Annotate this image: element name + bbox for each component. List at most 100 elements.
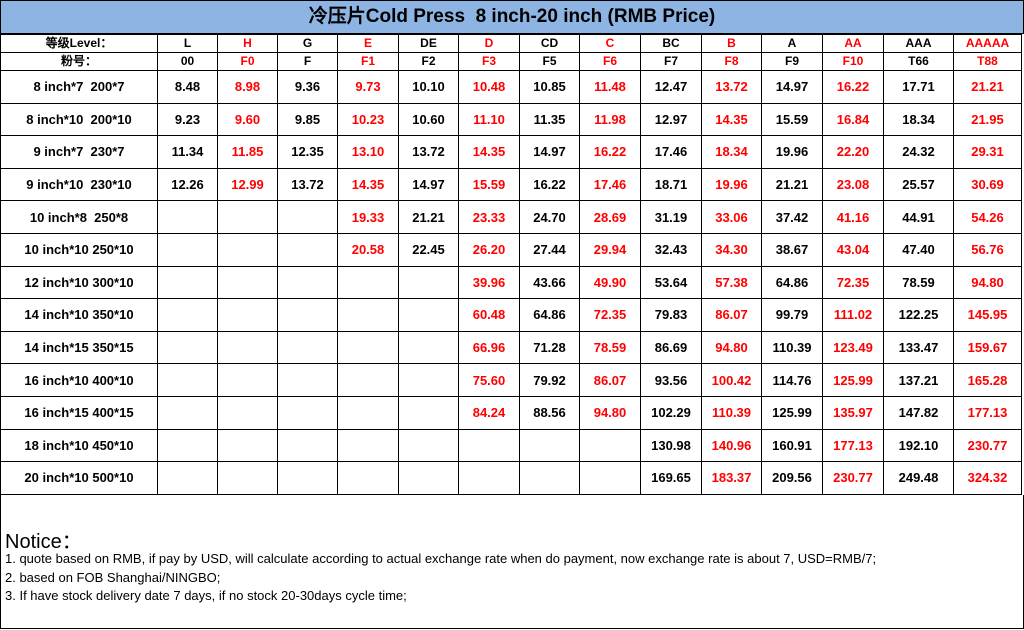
price: 102.29	[640, 395, 702, 430]
empty-cell	[337, 428, 399, 463]
price: 14.97	[761, 70, 823, 104]
price: 17.71	[883, 70, 954, 104]
empty-cell	[277, 200, 338, 234]
price: 43.66	[519, 265, 580, 300]
empty-cell	[157, 200, 218, 234]
level: L	[157, 34, 218, 53]
empty-cell	[217, 265, 278, 300]
price: 133.47	[883, 330, 954, 365]
price: 86.07	[701, 298, 762, 332]
price: 16.84	[822, 102, 884, 137]
price: 13.72	[701, 70, 762, 104]
price-row: 14 inch*10 350*10 60.48 64.86 72.35 79.83 86.…	[0, 298, 1022, 332]
price: 23.08	[822, 167, 884, 202]
empty-cell	[458, 428, 520, 463]
price: 110.39	[761, 330, 823, 365]
price: 18.34	[701, 135, 762, 169]
price: 12.99	[217, 167, 278, 202]
empty-cell	[337, 330, 399, 365]
price: 43.04	[822, 232, 884, 267]
price: 12.47	[640, 70, 702, 104]
price: 110.39	[701, 395, 762, 430]
size: 18 inch*10 450*10	[0, 428, 158, 463]
empty-cell	[217, 298, 278, 332]
price-row: 14 inch*15 350*15 66.96 71.28 78.59 86.69 94.…	[0, 330, 1022, 365]
price-row: 8 inch*7 200*7 8.48 8.98 9.36 9.73 10.10 10.48…	[0, 70, 1022, 104]
powder: F5	[519, 52, 580, 71]
price: 165.28	[953, 363, 1022, 397]
empty-cell	[398, 363, 459, 397]
empty-cell	[337, 265, 399, 300]
price: 15.59	[761, 102, 823, 137]
price: 19.96	[761, 135, 823, 169]
price: 12.26	[157, 167, 218, 202]
price: 27.44	[519, 232, 580, 267]
price: 71.28	[519, 330, 580, 365]
price: 230.77	[822, 461, 884, 495]
price: 14.97	[398, 167, 459, 202]
empty-cell	[157, 395, 218, 430]
notice-line: 1. quote based on RMB, if pay by USD, wi…	[5, 551, 877, 566]
price: 324.32	[953, 461, 1022, 495]
price: 29.31	[953, 135, 1022, 169]
price-row: 12 inch*10 300*10 39.96 43.66 49.90 53.64 57.…	[0, 265, 1022, 300]
header-row: 粉号： 00 F0 F F1 F2 F3 F5 F6 F7 F8 F9 F10 T66 T88	[0, 52, 1022, 71]
price: 9.85	[277, 102, 338, 137]
price: 122.25	[883, 298, 954, 332]
price: 84.24	[458, 395, 520, 430]
price: 38.67	[761, 232, 823, 267]
price: 75.60	[458, 363, 520, 397]
level: H	[217, 34, 278, 53]
price: 21.21	[953, 70, 1022, 104]
empty-cell	[398, 298, 459, 332]
powder-label: 粉号：	[0, 52, 158, 71]
price: 14.35	[701, 102, 762, 137]
price: 21.95	[953, 102, 1022, 137]
empty-cell	[398, 330, 459, 365]
price: 56.76	[953, 232, 1022, 267]
price: 26.20	[458, 232, 520, 267]
powder: F3	[458, 52, 520, 71]
size: 9 inch*7 230*7	[0, 135, 158, 169]
powder: F1	[337, 52, 399, 71]
price-row: 8 inch*10 200*10 9.23 9.60 9.85 10.23 10.60 11…	[0, 102, 1022, 137]
price: 9.23	[157, 102, 218, 137]
price: 135.97	[822, 395, 884, 430]
price: 93.56	[640, 363, 702, 397]
powder: F8	[701, 52, 762, 71]
empty-cell	[157, 265, 218, 300]
powder: F	[277, 52, 338, 71]
price: 183.37	[701, 461, 762, 495]
price: 29.94	[579, 232, 641, 267]
price: 64.86	[519, 298, 580, 332]
price: 160.91	[761, 428, 823, 463]
empty-cell	[217, 395, 278, 430]
powder: T66	[883, 52, 954, 71]
price: 8.48	[157, 70, 218, 104]
price: 13.72	[277, 167, 338, 202]
empty-cell	[157, 428, 218, 463]
price: 99.79	[761, 298, 823, 332]
empty-cell	[519, 428, 580, 463]
price: 15.59	[458, 167, 520, 202]
price: 123.49	[822, 330, 884, 365]
empty-cell	[458, 461, 520, 495]
price: 125.99	[761, 395, 823, 430]
price: 57.38	[701, 265, 762, 300]
level: AAA	[883, 34, 954, 53]
size: 20 inch*10 500*10	[0, 461, 158, 495]
price: 24.70	[519, 200, 580, 234]
price: 114.76	[761, 363, 823, 397]
price: 39.96	[458, 265, 520, 300]
price: 19.96	[701, 167, 762, 202]
empty-cell	[337, 461, 399, 495]
price: 22.45	[398, 232, 459, 267]
empty-cell	[277, 395, 338, 430]
price: 111.02	[822, 298, 884, 332]
empty-cell	[157, 298, 218, 332]
price: 16.22	[822, 70, 884, 104]
price: 9.73	[337, 70, 399, 104]
price: 72.35	[579, 298, 641, 332]
powder: F2	[398, 52, 459, 71]
price: 66.96	[458, 330, 520, 365]
